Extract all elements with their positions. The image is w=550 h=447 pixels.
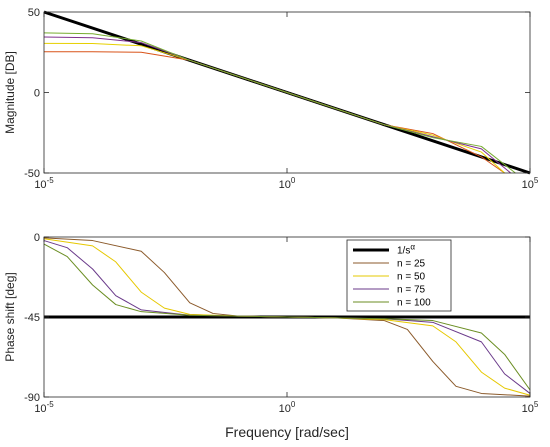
x-tick-label: 105 xyxy=(522,176,539,191)
x-tick-label: 100 xyxy=(279,400,296,415)
series-line-4 xyxy=(43,243,531,391)
y-tick-label: 50 xyxy=(28,7,40,19)
y-tick-label: 0 xyxy=(34,232,40,244)
y-tick-label: -50 xyxy=(24,168,40,180)
legend-entry: 1/sα xyxy=(397,243,415,257)
series-line-2 xyxy=(43,42,505,174)
legend-entry: n = 100 xyxy=(397,298,431,309)
x-axis-label: Frequency [rad/sec] xyxy=(225,424,349,440)
y-tick-label: -90 xyxy=(24,392,40,404)
y-tick-label: 0 xyxy=(34,88,40,100)
x-tick-label: 100 xyxy=(279,176,296,191)
legend-entry: n = 25 xyxy=(397,259,426,270)
series-line-1 xyxy=(44,51,505,174)
series-line-3 xyxy=(43,36,511,174)
x-tick-label: 10-5 xyxy=(34,176,54,191)
series-line-4 xyxy=(43,32,516,174)
legend-entry: n = 50 xyxy=(397,272,426,283)
y-axis-label: Magnitude [DB] xyxy=(3,51,17,134)
y-tick-label: -45 xyxy=(24,312,40,324)
y-axis-label: Phase shift [deg] xyxy=(3,272,17,361)
x-tick-label: 10-5 xyxy=(34,400,54,415)
x-tick-label: 105 xyxy=(522,400,539,415)
legend-entry: n = 75 xyxy=(397,285,426,296)
legend: 1/sα n = 25 n = 50 n = 75 n = 100 xyxy=(346,239,452,312)
